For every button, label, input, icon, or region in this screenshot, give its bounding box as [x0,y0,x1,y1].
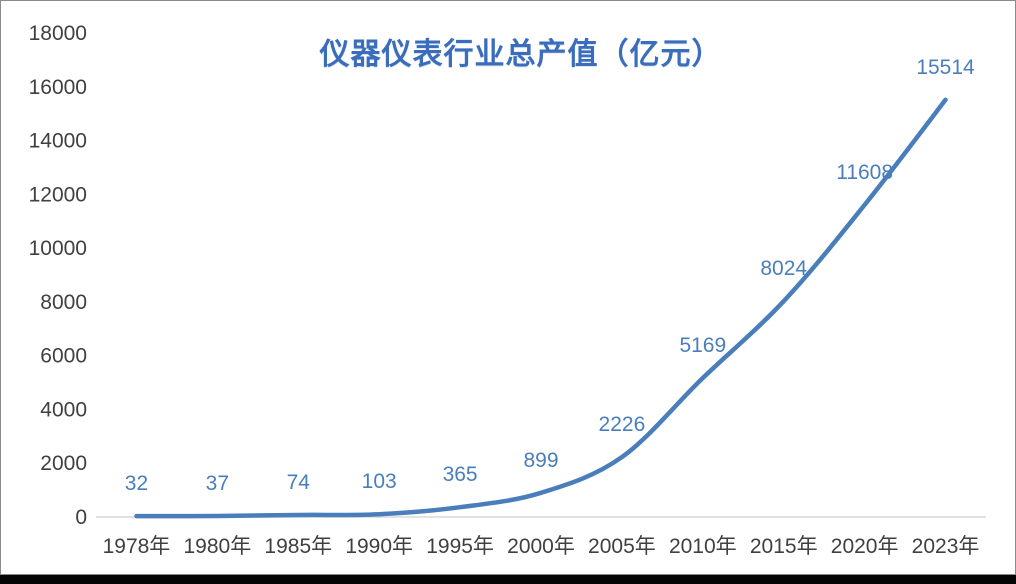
y-tick-label: 16000 [29,76,87,99]
x-tick-label: 2020年 [831,535,899,558]
data-label: 103 [362,470,397,493]
x-tick-label: 2005年 [588,535,656,558]
data-label: 11608 [836,161,893,184]
data-label: 15514 [916,56,975,79]
y-tick-label: 6000 [40,345,87,368]
x-tick-label: 1990年 [345,535,413,558]
y-tick-label: 18000 [29,22,87,45]
x-tick-label: 2000年 [507,535,575,558]
y-tick-label: 0 [75,506,87,529]
series-line [134,97,948,519]
data-label: 74 [287,471,311,494]
data-label: 899 [523,449,558,472]
x-tick-label: 2023年 [912,535,980,558]
data-label: 365 [443,463,478,486]
y-tick-label: 14000 [29,130,87,153]
y-tick-label: 8000 [40,291,87,314]
data-label: 8024 [760,257,807,280]
x-tick-label: 2010年 [669,535,737,558]
bottom-black-bar [0,575,1016,584]
x-tick-label: 2015年 [750,535,818,558]
y-tick-label: 10000 [29,237,87,260]
x-tick-label: 1985年 [264,535,332,558]
y-tick-label: 12000 [29,183,87,206]
data-label: 5169 [679,334,726,357]
data-label: 2226 [599,413,646,436]
y-tick-label: 4000 [40,398,87,421]
y-tick-label: 2000 [40,452,87,475]
data-label: 37 [206,472,229,495]
x-tick-label: 1980年 [184,535,252,558]
x-tick-label: 1978年 [103,535,171,558]
data-label: 32 [125,472,148,495]
chart-title: 仪器仪表行业总产值（亿元） [319,38,723,71]
x-tick-label: 1995年 [426,535,494,558]
